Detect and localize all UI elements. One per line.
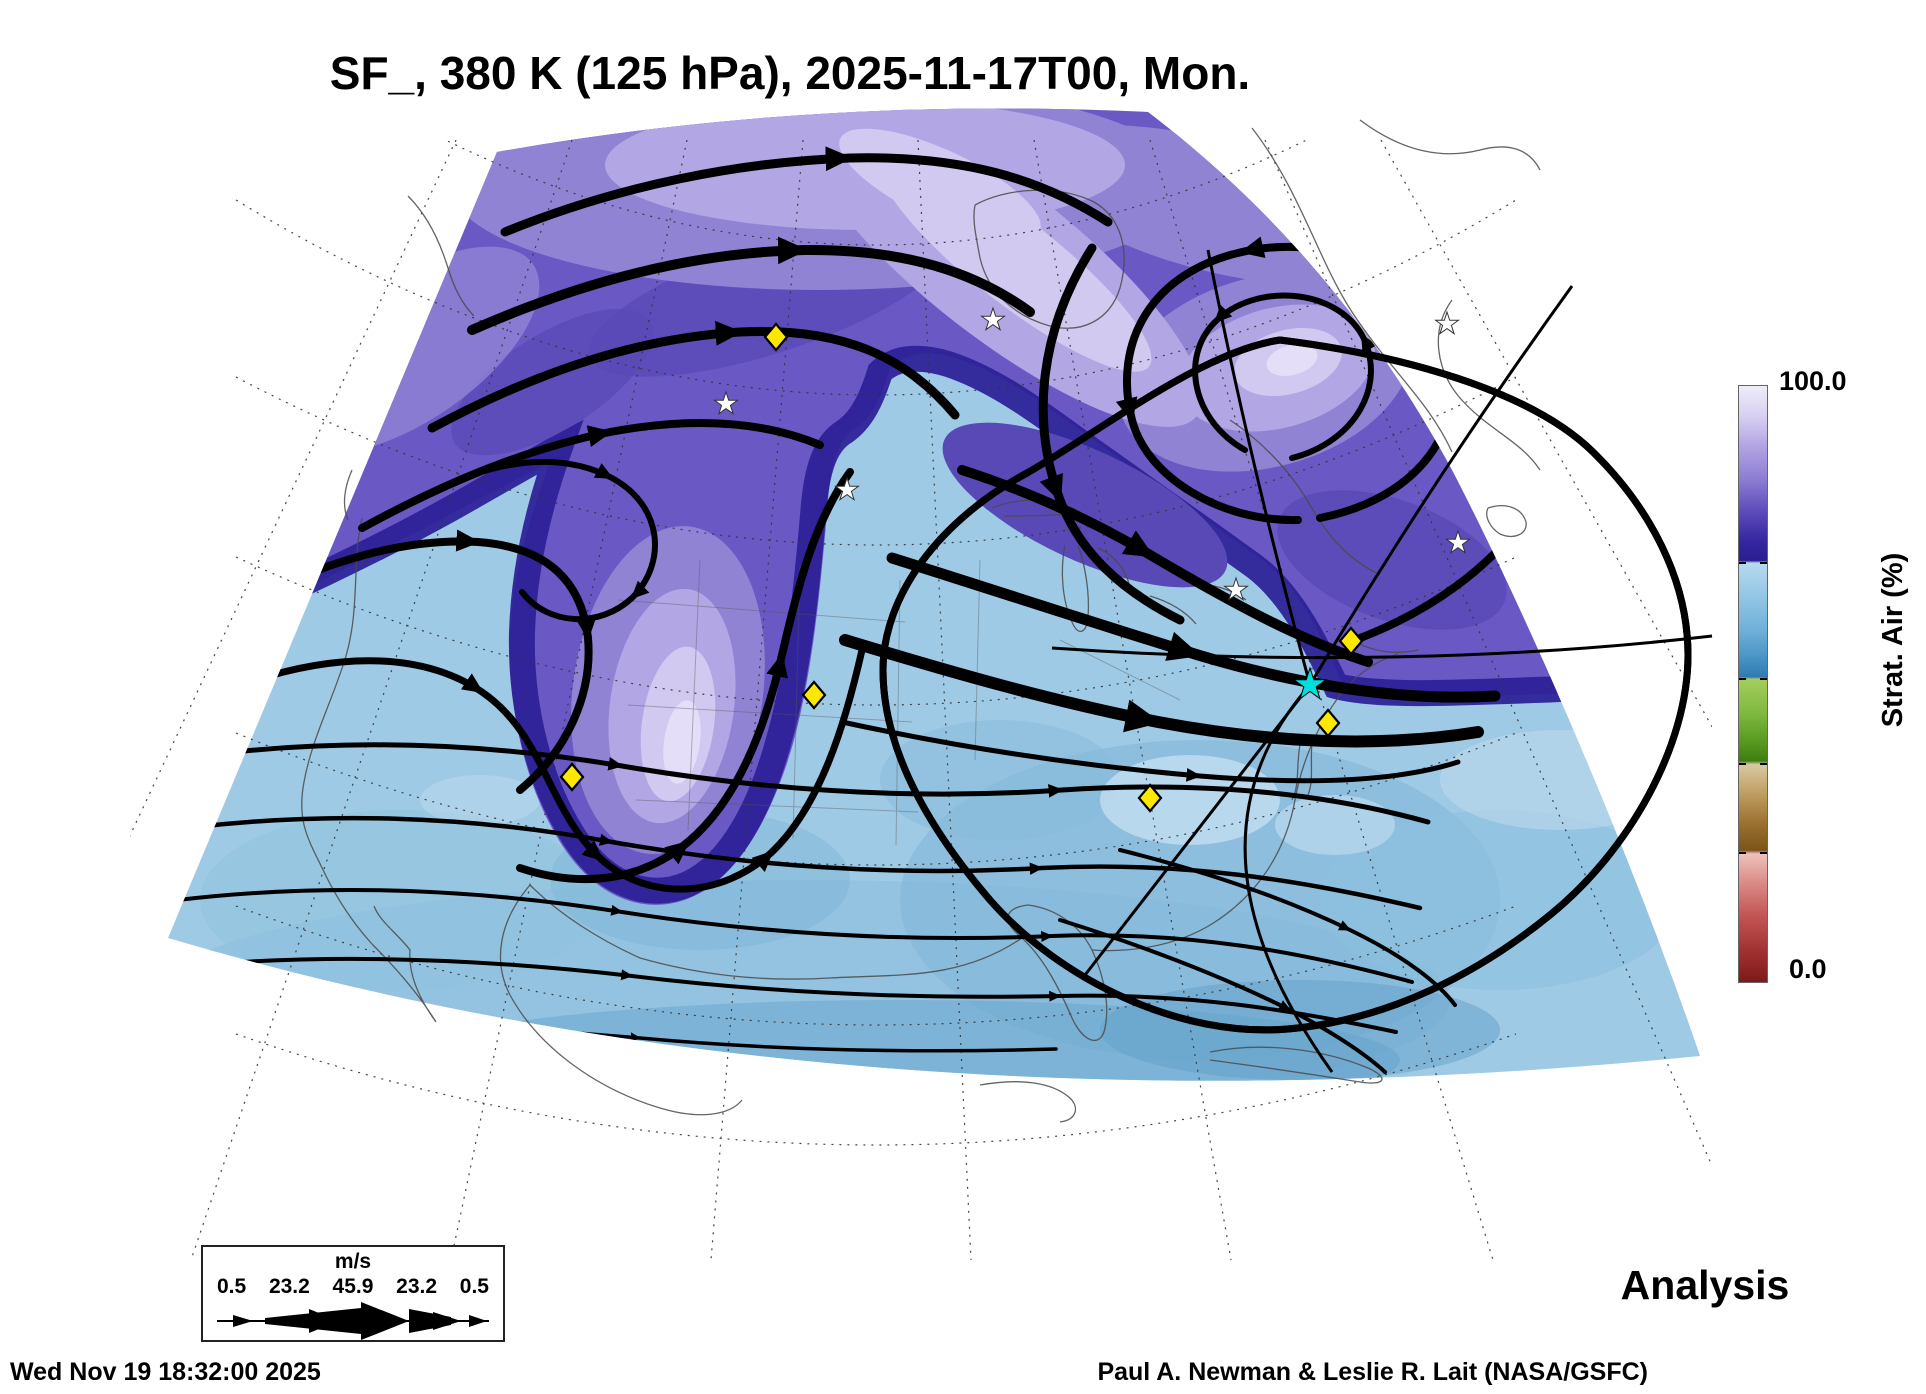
legend-value: 0.5 <box>459 1275 489 1298</box>
legend-arrow-glyph <box>217 1302 489 1340</box>
credit-text: Paul A. Newman & Leslie R. Lait (NASA/GS… <box>1097 1358 1648 1386</box>
station-diamond <box>559 762 585 792</box>
colorbar-max-label: 100.0 <box>1779 366 1847 396</box>
colorbar-tick <box>1760 561 1767 564</box>
colorbar <box>1738 385 1768 983</box>
station-diamond <box>801 680 827 710</box>
colorbar-tick <box>1739 762 1746 765</box>
station-diamond <box>1338 626 1364 656</box>
legend-value: 23.2 <box>396 1275 438 1298</box>
city-star <box>1223 576 1249 601</box>
center-star <box>1292 666 1328 701</box>
city-stars <box>713 306 1471 601</box>
colorbar-tick <box>1760 852 1767 855</box>
generation-timestamp: Wed Nov 19 18:32:00 2025 <box>10 1358 321 1386</box>
station-diamond <box>1315 708 1341 738</box>
city-star <box>1434 310 1460 335</box>
legend-unit-label: m/s <box>334 1250 372 1273</box>
ring-center-star <box>1292 666 1328 701</box>
analysis-label: Analysis <box>1620 1262 1790 1308</box>
colorbar-tick <box>1760 678 1767 681</box>
city-star <box>713 390 739 415</box>
plot-title: SF_, 380 K (125 hPa), 2025-11-17T00, Mon… <box>329 47 1251 99</box>
range-ring <box>879 336 1692 1030</box>
track-lines <box>1051 249 1713 1073</box>
colorbar-tick <box>1739 561 1746 564</box>
colorbar-tick <box>1739 678 1746 681</box>
city-star <box>834 476 860 501</box>
wind-speed-legend: m/s 0.5 23.2 45.9 23.2 0.5 <box>201 1245 505 1342</box>
colorbar-tick <box>1739 852 1746 855</box>
colorbar-min-label: 0.0 <box>1789 954 1827 984</box>
city-star <box>1445 529 1471 554</box>
station-diamonds <box>559 322 1364 813</box>
colorbar-tick <box>1760 762 1767 765</box>
legend-value: 0.5 <box>217 1275 247 1298</box>
legend-values: 0.5 23.2 45.9 23.2 0.5 <box>203 1275 503 1299</box>
legend-value: 23.2 <box>268 1275 310 1298</box>
legend-value: 45.9 <box>332 1275 374 1298</box>
station-diamond <box>1137 783 1163 813</box>
station-diamond <box>763 322 789 352</box>
city-star <box>980 306 1006 331</box>
